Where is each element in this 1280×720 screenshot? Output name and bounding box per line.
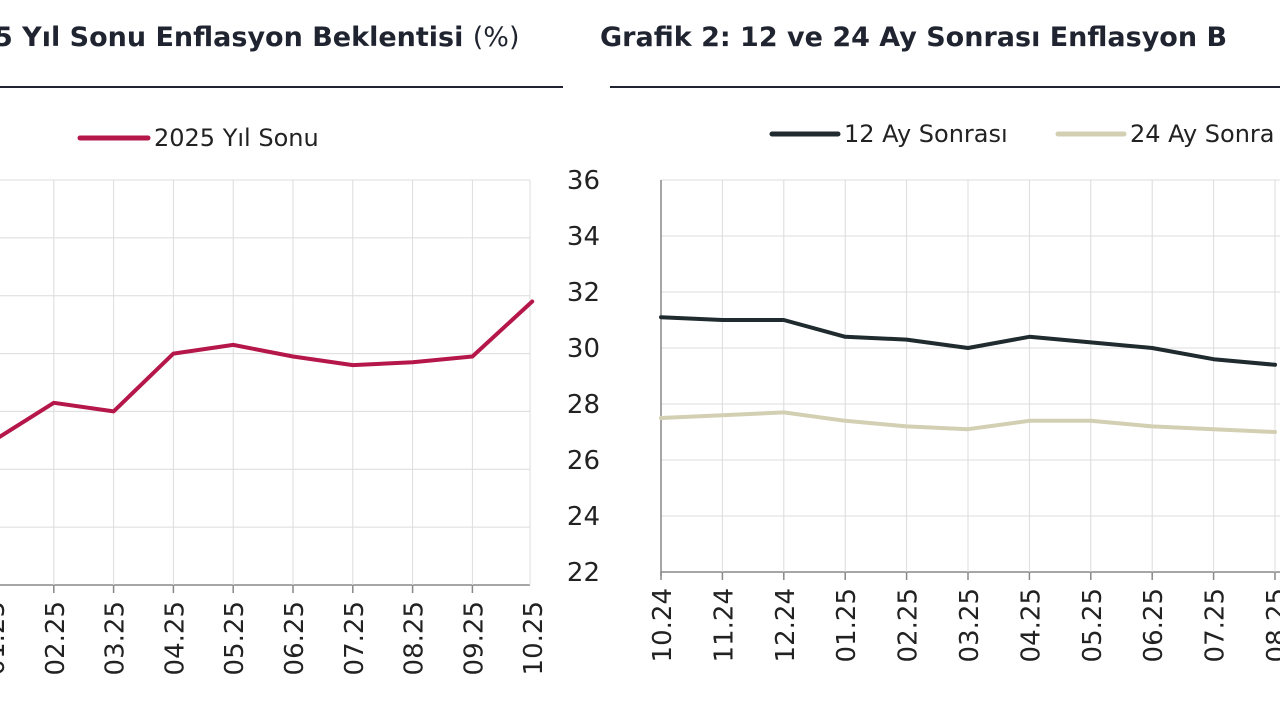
chart-2-xtick-label: 02.25 [894, 588, 924, 662]
chart-1-title-text: 5 Yıl Sonu Enflasyon Beklentisi [0, 22, 464, 53]
chart-1-title-unit: (%) [472, 22, 520, 53]
chart-2-ytick-label: 36 [567, 166, 600, 196]
chart-2-xtick-label: 04.25 [1016, 588, 1046, 662]
chart-2-ytick-label: 26 [567, 446, 600, 476]
chart-1-xtick-label: 05.25 [220, 601, 250, 675]
chart-1-xtick-label: 02.25 [41, 601, 71, 675]
chart-2-legend-label-2: 24 Ay Sonra [1130, 120, 1275, 148]
chart-2-ytick-label: 28 [567, 390, 600, 420]
chart-2-ytick-label: 22 [567, 558, 600, 588]
chart-2-xtick-label: 08.25 [1262, 588, 1280, 662]
chart-1-xtick-label: 01.25 [0, 601, 11, 675]
chart-2-title: Grafik 2: 12 ve 24 Ay Sonrası Enflasyon … [600, 22, 1227, 53]
chart-2-ytick-label: 30 [567, 334, 600, 364]
chart-2-ytick-label: 32 [567, 278, 600, 308]
chart-1-xtick-label: 06.25 [280, 601, 310, 675]
chart-2-xtick-label: 03.25 [955, 588, 985, 662]
chart-2-xtick-label: 06.25 [1139, 588, 1169, 662]
chart-2-xtick-label: 07.25 [1201, 588, 1231, 662]
chart-1-xtick-label: 10.25 [519, 601, 549, 675]
chart-2-xtick-label: 11.24 [709, 588, 739, 662]
chart-1-legend-label-1: 2025 Yıl Sonu [154, 124, 319, 152]
chart-2-series-line-1 [659, 315, 1277, 367]
chart-1-title: 5 Yıl Sonu Enflasyon Beklentisi (%) [0, 22, 520, 53]
chart-1-xtick-label: 07.25 [340, 601, 370, 675]
chart-1-xtick-label: 04.25 [160, 601, 190, 675]
chart-2-legend-label-1: 12 Ay Sonrası [844, 120, 1008, 148]
chart-2-xtick-label: 10.24 [648, 588, 678, 662]
chart-1-title-rule [0, 86, 563, 88]
chart-2-title-rule [610, 86, 1280, 88]
chart-2-ytick-label: 24 [567, 502, 600, 532]
chart-1-xtick-label: 08.25 [400, 601, 430, 675]
chart-2-series-line-2 [659, 410, 1277, 434]
chart-1-xtick-label: 09.25 [459, 601, 489, 675]
chart-2-xtick-label: 01.25 [832, 588, 862, 662]
chart-1-series-line-1 [0, 299, 535, 439]
chart-2-ytick-label: 34 [567, 222, 600, 252]
chart-2-xtick-label: 05.25 [1078, 588, 1108, 662]
chart-1-xtick-label: 03.25 [101, 601, 131, 675]
chart-2-title-text: Grafik 2: 12 ve 24 Ay Sonrası Enflasyon … [600, 22, 1228, 53]
chart-2-xtick-label: 12.24 [771, 588, 801, 662]
